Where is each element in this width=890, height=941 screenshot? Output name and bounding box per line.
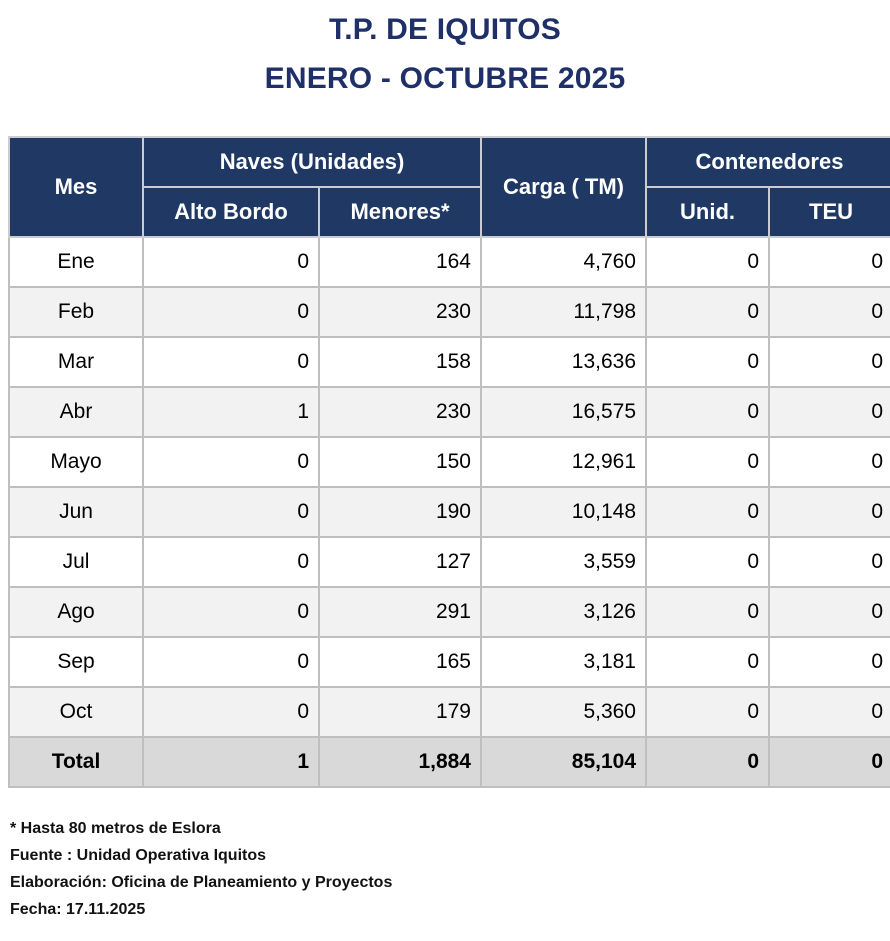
table-header: Mes Naves (Unidades) Carga ( TM) Contene… xyxy=(8,136,890,238)
row-carga: 11,798 xyxy=(480,286,647,338)
row-teu: 0 xyxy=(767,586,890,638)
row-alto-bordo: 0 xyxy=(142,436,320,488)
row-menores: 127 xyxy=(318,536,482,588)
table-footer: Total 1 1,884 85,104 0 0 xyxy=(8,736,890,788)
footnote-elaboracion: Elaboración: Oficina de Planeamiento y P… xyxy=(10,874,393,891)
row-month: Jun xyxy=(8,486,144,538)
row-unid: 0 xyxy=(645,486,770,538)
stats-table-body: Ene 0 164 4,760 0 0 Feb 0 230 11,798 0 0… xyxy=(8,236,890,738)
total-menores: 1,884 xyxy=(318,736,482,788)
row-alto-bordo: 0 xyxy=(142,336,320,388)
total-alto-bordo: 1 xyxy=(142,736,320,788)
row-menores: 158 xyxy=(318,336,482,388)
table-row: Jun 0 190 10,148 0 0 xyxy=(8,486,890,538)
row-month: Sep xyxy=(8,636,144,688)
total-carga: 85,104 xyxy=(480,736,647,788)
row-carga: 5,360 xyxy=(480,686,647,738)
row-alto-bordo: 0 xyxy=(142,686,320,738)
footnote-fuente: Fuente : Unidad Operativa Iquitos xyxy=(10,847,267,864)
row-teu: 0 xyxy=(767,236,890,288)
row-menores: 230 xyxy=(318,386,482,438)
row-menores: 291 xyxy=(318,586,482,638)
total-teu: 0 xyxy=(767,736,890,788)
row-month: Jul xyxy=(8,536,144,588)
report-titles: T.P. DE IQUITOS ENERO - OCTUBRE 2025 xyxy=(0,0,890,103)
row-unid: 0 xyxy=(645,336,770,388)
row-carga: 3,559 xyxy=(480,536,647,588)
total-label: Total xyxy=(8,736,144,788)
footnote-eslora: * Hasta 80 metros de Eslora xyxy=(10,820,221,837)
table-row: Mar 0 158 13,636 0 0 xyxy=(8,336,890,388)
row-menores: 179 xyxy=(318,686,482,738)
row-carga: 4,760 xyxy=(480,236,647,288)
table-row: Feb 0 230 11,798 0 0 xyxy=(8,286,890,338)
row-unid: 0 xyxy=(645,436,770,488)
row-teu: 0 xyxy=(767,486,890,538)
row-month: Mar xyxy=(8,336,144,388)
row-alto-bordo: 0 xyxy=(142,586,320,638)
row-menores: 190 xyxy=(318,486,482,538)
row-month: Abr xyxy=(8,386,144,438)
total-row: Total 1 1,884 85,104 0 0 xyxy=(8,736,890,788)
row-unid: 0 xyxy=(645,236,770,288)
row-carga: 10,148 xyxy=(480,486,647,538)
page-title: T.P. DE IQUITOS xyxy=(329,13,561,46)
row-month: Oct xyxy=(8,686,144,738)
row-menores: 164 xyxy=(318,236,482,288)
row-carga: 3,126 xyxy=(480,586,647,638)
row-teu: 0 xyxy=(767,536,890,588)
footnote-fecha: Fecha: 17.11.2025 xyxy=(10,901,146,918)
table-row: Sep 0 165 3,181 0 0 xyxy=(8,636,890,688)
row-menores: 150 xyxy=(318,436,482,488)
row-month: Ago xyxy=(8,586,144,638)
row-alto-bordo: 1 xyxy=(142,386,320,438)
total-unid: 0 xyxy=(645,736,770,788)
table-row: Abr 1 230 16,575 0 0 xyxy=(8,386,890,438)
row-unid: 0 xyxy=(645,286,770,338)
row-alto-bordo: 0 xyxy=(142,636,320,688)
row-teu: 0 xyxy=(767,436,890,488)
row-unid: 0 xyxy=(645,686,770,738)
row-teu: 0 xyxy=(767,686,890,738)
row-carga: 13,636 xyxy=(480,336,647,388)
row-teu: 0 xyxy=(767,336,890,388)
row-month: Mayo xyxy=(8,436,144,488)
row-alto-bordo: 0 xyxy=(142,486,320,538)
row-unid: 0 xyxy=(645,536,770,588)
table-row: Mayo 0 150 12,961 0 0 xyxy=(8,436,890,488)
col-header-alto-bordo: Alto Bordo xyxy=(142,186,320,238)
row-carga: 12,961 xyxy=(480,436,647,488)
row-teu: 0 xyxy=(767,636,890,688)
row-month: Ene xyxy=(8,236,144,288)
row-carga: 3,181 xyxy=(480,636,647,688)
row-alto-bordo: 0 xyxy=(142,536,320,588)
col-header-mes: Mes xyxy=(8,136,144,238)
col-header-contenedores-group: Contenedores xyxy=(644,136,890,188)
col-header-unid: Unid. xyxy=(645,186,770,238)
row-menores: 230 xyxy=(318,286,482,338)
row-alto-bordo: 0 xyxy=(142,236,320,288)
row-teu: 0 xyxy=(767,386,890,438)
row-menores: 165 xyxy=(318,636,482,688)
row-carga: 16,575 xyxy=(480,386,647,438)
row-alto-bordo: 0 xyxy=(142,286,320,338)
row-teu: 0 xyxy=(767,286,890,338)
row-unid: 0 xyxy=(645,586,770,638)
col-header-naves-group: Naves (Unidades) xyxy=(142,136,482,188)
col-header-teu: TEU xyxy=(767,186,890,238)
footnotes: * Hasta 80 metros de Eslora Fuente : Uni… xyxy=(10,815,890,923)
col-header-carga: Carga ( TM) xyxy=(480,136,647,238)
row-month: Feb xyxy=(8,286,144,338)
col-header-menores: Menores* xyxy=(318,186,482,238)
page-subtitle: ENERO - OCTUBRE 2025 xyxy=(264,62,626,95)
port-stats-table: Mes Naves (Unidades) Carga ( TM) Contene… xyxy=(8,136,890,788)
table-row: Ago 0 291 3,126 0 0 xyxy=(8,586,890,638)
row-unid: 0 xyxy=(645,636,770,688)
row-unid: 0 xyxy=(645,386,770,438)
table-row: Ene 0 164 4,760 0 0 xyxy=(8,236,890,288)
table-row: Jul 0 127 3,559 0 0 xyxy=(8,536,890,588)
table-row: Oct 0 179 5,360 0 0 xyxy=(8,686,890,738)
